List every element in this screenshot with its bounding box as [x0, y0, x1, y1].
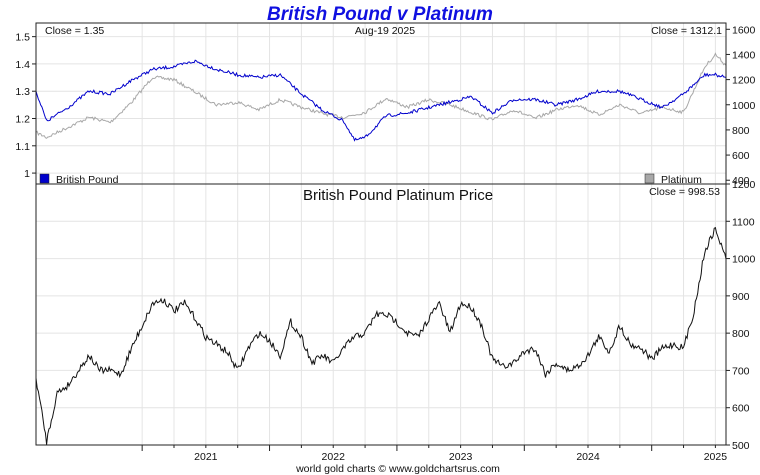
y-left-tick-label: 1.1 — [15, 141, 30, 153]
y-left-tick-label: 1.2 — [15, 114, 30, 126]
bottom-x-axis: 2021 2022 2023 2024 2025 — [141, 445, 728, 463]
y-right-tick-label: 400 — [732, 175, 750, 187]
y-left-tick-label: 1 — [24, 168, 30, 180]
y-right-tick-label: 800 — [732, 125, 750, 137]
y-right-tick-label: 1200 — [732, 179, 756, 191]
legend-label-platinum: Platinum — [661, 174, 702, 186]
y-right-tick-label: 900 — [732, 291, 750, 303]
y-right-tick-label: 1200 — [732, 75, 756, 87]
y-right-tick-label: 1600 — [732, 24, 756, 36]
y-right-tick-label: 700 — [732, 365, 750, 377]
top-right-axis: 400 600 800 1000 1200 1400 1600 — [726, 24, 756, 187]
bottom-plot-area — [35, 226, 727, 445]
top-left-close: Close = 1.35 — [45, 25, 104, 37]
y-right-tick-label: 1000 — [732, 254, 756, 266]
top-panel-frame — [35, 22, 727, 185]
series-line-platinum — [35, 52, 727, 139]
x-tick-label: 2021 — [194, 451, 218, 463]
y-right-tick-label: 1000 — [732, 100, 756, 112]
top-date-label: Aug-19 2025 — [355, 25, 415, 37]
y-right-tick-label: 600 — [732, 403, 750, 415]
bottom-panel-frame — [35, 183, 727, 446]
y-right-tick-label: 1100 — [732, 216, 755, 228]
legend-swatch-platinum — [644, 173, 655, 184]
bottom-right-axis: 500 600 700 800 900 1000 1100 1200 — [726, 179, 756, 452]
top-panel: Close = 1.35 Aug-19 2025 Close = 1312.1 … — [15, 22, 756, 187]
legend-swatch-british-pound — [39, 173, 50, 184]
bottom-close-label: Close = 998.53 — [649, 186, 720, 198]
top-plot-area — [35, 52, 727, 142]
y-left-tick-label: 1.5 — [15, 32, 30, 44]
y-left-tick-label: 1.4 — [15, 59, 30, 71]
y-left-tick-label: 1.3 — [15, 86, 30, 98]
legend-label-british-pound: British Pound — [56, 174, 119, 186]
series-line-platinum-in-pounds — [35, 226, 727, 445]
bottom-title: British Pound Platinum Price — [303, 187, 493, 204]
series-line-british-pound — [35, 59, 727, 142]
top-right-close: Close = 1312.1 — [651, 25, 722, 37]
y-right-tick-label: 800 — [732, 328, 750, 340]
y-right-tick-label: 1400 — [732, 49, 756, 61]
bottom-panel: British Pound Platinum Price Close = 998… — [35, 179, 756, 463]
x-tick-label: 2023 — [449, 451, 473, 463]
y-right-tick-label: 500 — [732, 440, 750, 452]
x-tick-label: 2025 — [704, 451, 728, 463]
top-grid — [36, 23, 726, 184]
x-tick-label: 2022 — [322, 451, 346, 463]
top-left-axis: 1 1.1 1.2 1.3 1.4 1.5 — [15, 32, 36, 180]
y-right-tick-label: 600 — [732, 150, 750, 162]
chart-title: British Pound v Platinum — [267, 4, 493, 25]
footer-credit: world gold charts © www.goldchartsrus.co… — [295, 463, 500, 475]
x-tick-label: 2024 — [576, 451, 600, 463]
bottom-grid — [36, 183, 726, 446]
